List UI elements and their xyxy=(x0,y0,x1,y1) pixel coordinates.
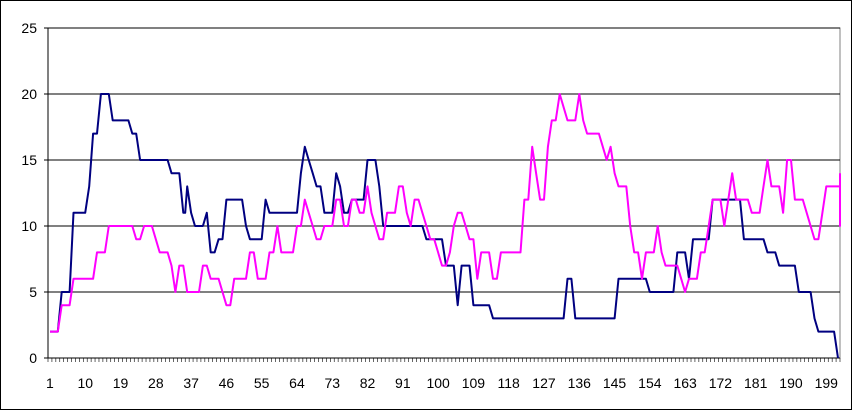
x-tick-label: 190 xyxy=(779,375,803,391)
x-tick-label: 1 xyxy=(46,375,54,391)
x-tick-label: 154 xyxy=(638,375,662,391)
x-tick-label: 181 xyxy=(744,375,768,391)
y-tick-label: 0 xyxy=(29,350,37,366)
x-tick-label: 145 xyxy=(603,375,627,391)
x-tick-label: 28 xyxy=(148,375,164,391)
y-tick-label: 5 xyxy=(29,284,37,300)
x-tick-label: 136 xyxy=(568,375,592,391)
x-tick-label: 64 xyxy=(289,375,305,391)
y-tick-label: 15 xyxy=(21,152,37,168)
x-tick-label: 100 xyxy=(426,375,450,391)
x-tick-label: 118 xyxy=(498,375,521,391)
x-tick-label: 37 xyxy=(183,375,199,391)
series-line-1 xyxy=(50,93,839,359)
x-tick-label: 127 xyxy=(532,375,556,391)
x-tick-label: 199 xyxy=(815,375,839,391)
y-axis: 0 5 10 15 20 25 xyxy=(21,20,49,366)
x-tick-label: 46 xyxy=(219,375,235,391)
x-axis: 1 10 19 28 37 46 55 64 73 82 91 100 109 118 127 136 145 1… xyxy=(46,357,841,391)
x-tick-label: 163 xyxy=(673,375,697,391)
x-tick-label: 73 xyxy=(324,375,340,391)
x-tick-label: 19 xyxy=(113,375,129,391)
series-line-2 xyxy=(50,93,841,333)
x-tick-label: 82 xyxy=(360,375,376,391)
x-tick-label: 109 xyxy=(462,375,486,391)
y-tick-label: 25 xyxy=(21,20,37,36)
plot-area xyxy=(47,27,841,359)
x-tick-label: 55 xyxy=(254,375,270,391)
x-tick-label: 91 xyxy=(395,375,411,391)
x-tick-label: 10 xyxy=(77,375,93,391)
y-tick-label: 20 xyxy=(21,86,37,102)
x-tick-label: 172 xyxy=(709,375,733,391)
y-tick-label: 10 xyxy=(21,218,37,234)
series-group xyxy=(50,93,841,359)
